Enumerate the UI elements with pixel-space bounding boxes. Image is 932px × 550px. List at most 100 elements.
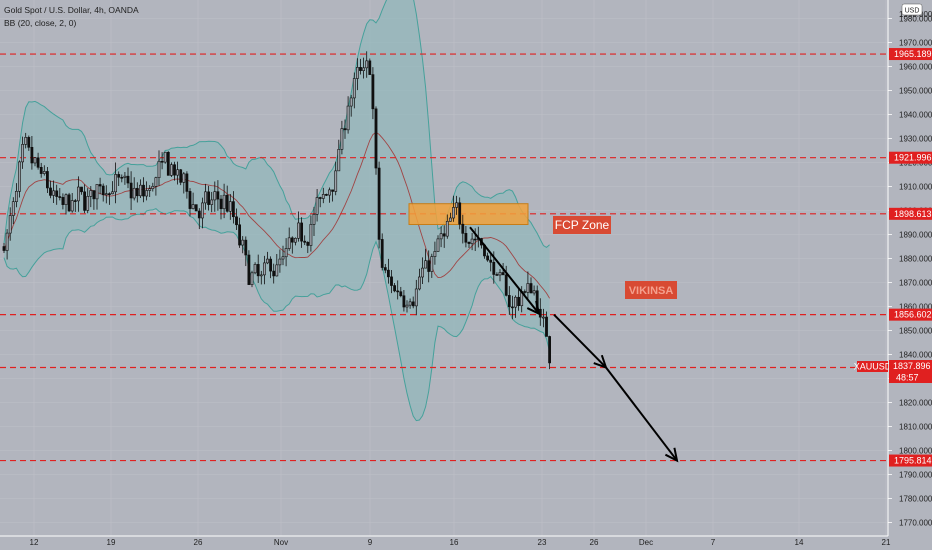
- candle-body: [337, 149, 341, 172]
- candle-body: [45, 171, 49, 189]
- candle-body: [33, 157, 37, 164]
- price-tick-label: 1980.000: [899, 15, 932, 24]
- level-tag-label: 1795.814: [894, 456, 932, 466]
- time-tick-label: 9: [368, 538, 373, 547]
- candle-body: [135, 187, 139, 197]
- candle-body: [185, 173, 189, 192]
- symbol-tag: [857, 361, 888, 372]
- candle-body: [343, 128, 347, 131]
- candle-body: [461, 223, 465, 234]
- candle-body: [197, 210, 201, 219]
- candle-body: [216, 191, 220, 200]
- currency-badge[interactable]: [901, 3, 923, 16]
- level-tag-label: 1898.613: [894, 209, 932, 219]
- time-tick-label: 23: [538, 538, 547, 547]
- candle-body: [324, 194, 328, 196]
- candle-body: [424, 260, 428, 269]
- candle-body: [188, 191, 192, 209]
- candle-body: [98, 184, 102, 187]
- candle-body: [365, 60, 369, 69]
- price-tick-label: 1770.000: [899, 519, 932, 528]
- time-tick-label: 21: [882, 538, 891, 547]
- fcp-zone-box[interactable]: [408, 203, 529, 225]
- candle-body: [11, 201, 15, 216]
- projection-arrow-shaft[interactable]: [469, 226, 540, 315]
- projection-arrow-shaft[interactable]: [605, 366, 678, 462]
- price-tick-label: 1820.000: [899, 399, 932, 408]
- price-tick-label: 1910.000: [899, 183, 932, 192]
- candle-body: [284, 248, 288, 258]
- time-tick-label: 7: [711, 538, 716, 547]
- last-price-tag: [889, 360, 932, 372]
- candle-body: [55, 190, 59, 197]
- candle-body: [272, 270, 276, 277]
- candle-body: [173, 164, 176, 176]
- time-axis[interactable]: 12 19 26 Nov 9 16 23 26 Dec 7 14 21: [30, 538, 891, 547]
- candle-body: [504, 274, 508, 296]
- candle-body: [433, 251, 437, 257]
- candle-body: [473, 238, 477, 241]
- symbol-tag-label: XAUUSD: [854, 362, 892, 372]
- candle-body: [132, 187, 136, 199]
- candle-body: [439, 233, 443, 240]
- candle-body: [414, 288, 418, 307]
- candle-body: [442, 233, 446, 237]
- candle-body: [287, 237, 291, 249]
- candle-body: [346, 105, 350, 131]
- candle-body: [27, 137, 31, 148]
- candle-body: [359, 67, 362, 71]
- candle-body: [101, 185, 105, 196]
- candle-body: [297, 222, 300, 239]
- candle-body: [368, 60, 372, 75]
- candle-body: [129, 182, 133, 199]
- candle-body: [89, 190, 93, 197]
- candle-body: [281, 256, 285, 260]
- candle-body: [182, 173, 186, 183]
- horizontal-levels[interactable]: [0, 53, 888, 462]
- candle-body: [104, 193, 108, 196]
- candle-body: [427, 260, 431, 272]
- candle-body: [247, 254, 251, 285]
- price-tick-label: 1880.000: [899, 255, 932, 264]
- fcp-zone-label-bg[interactable]: [553, 216, 611, 234]
- candle-body: [204, 191, 207, 204]
- candle-body: [331, 189, 335, 192]
- candle-body: [349, 97, 353, 107]
- candle-body: [315, 197, 319, 215]
- price-tick-label: 1870.000: [899, 279, 932, 288]
- candle-body: [355, 67, 359, 79]
- price-tick-label: 1840.000: [899, 351, 932, 360]
- price-tick-label: 1940.000: [899, 111, 932, 120]
- candle-body: [507, 295, 511, 308]
- candle-body: [70, 200, 74, 212]
- candle-body: [58, 196, 62, 198]
- candle-body: [352, 78, 356, 99]
- projection-arrows[interactable]: [469, 226, 679, 463]
- candle-body: [541, 316, 545, 319]
- candle-body: [278, 258, 282, 266]
- candle-body: [455, 202, 459, 208]
- candle-body: [120, 176, 124, 179]
- candle-body: [145, 190, 149, 197]
- candle-body: [160, 160, 164, 163]
- candle-body: [86, 196, 90, 211]
- price-tick-label: 1970.000: [899, 39, 932, 48]
- projection-arrow-shaft[interactable]: [553, 313, 607, 369]
- candle-body: [142, 184, 145, 197]
- candle-body: [148, 188, 152, 191]
- price-tick-label: 1780.000: [899, 495, 932, 504]
- price-tick-label: 1950.000: [899, 87, 932, 96]
- candle-body: [408, 301, 412, 306]
- candle-body: [201, 202, 204, 219]
- last-price-label: 1837.896: [893, 361, 931, 371]
- candle-body: [210, 199, 214, 205]
- time-tick-label: Dec: [639, 538, 653, 547]
- candle-body: [510, 306, 514, 309]
- countdown-tag: [889, 372, 932, 383]
- level-tag-label: 1965.189: [894, 49, 932, 59]
- candle-body: [393, 285, 397, 292]
- candle-body: [117, 174, 121, 178]
- candle-body: [244, 239, 248, 256]
- candle-body: [176, 169, 180, 176]
